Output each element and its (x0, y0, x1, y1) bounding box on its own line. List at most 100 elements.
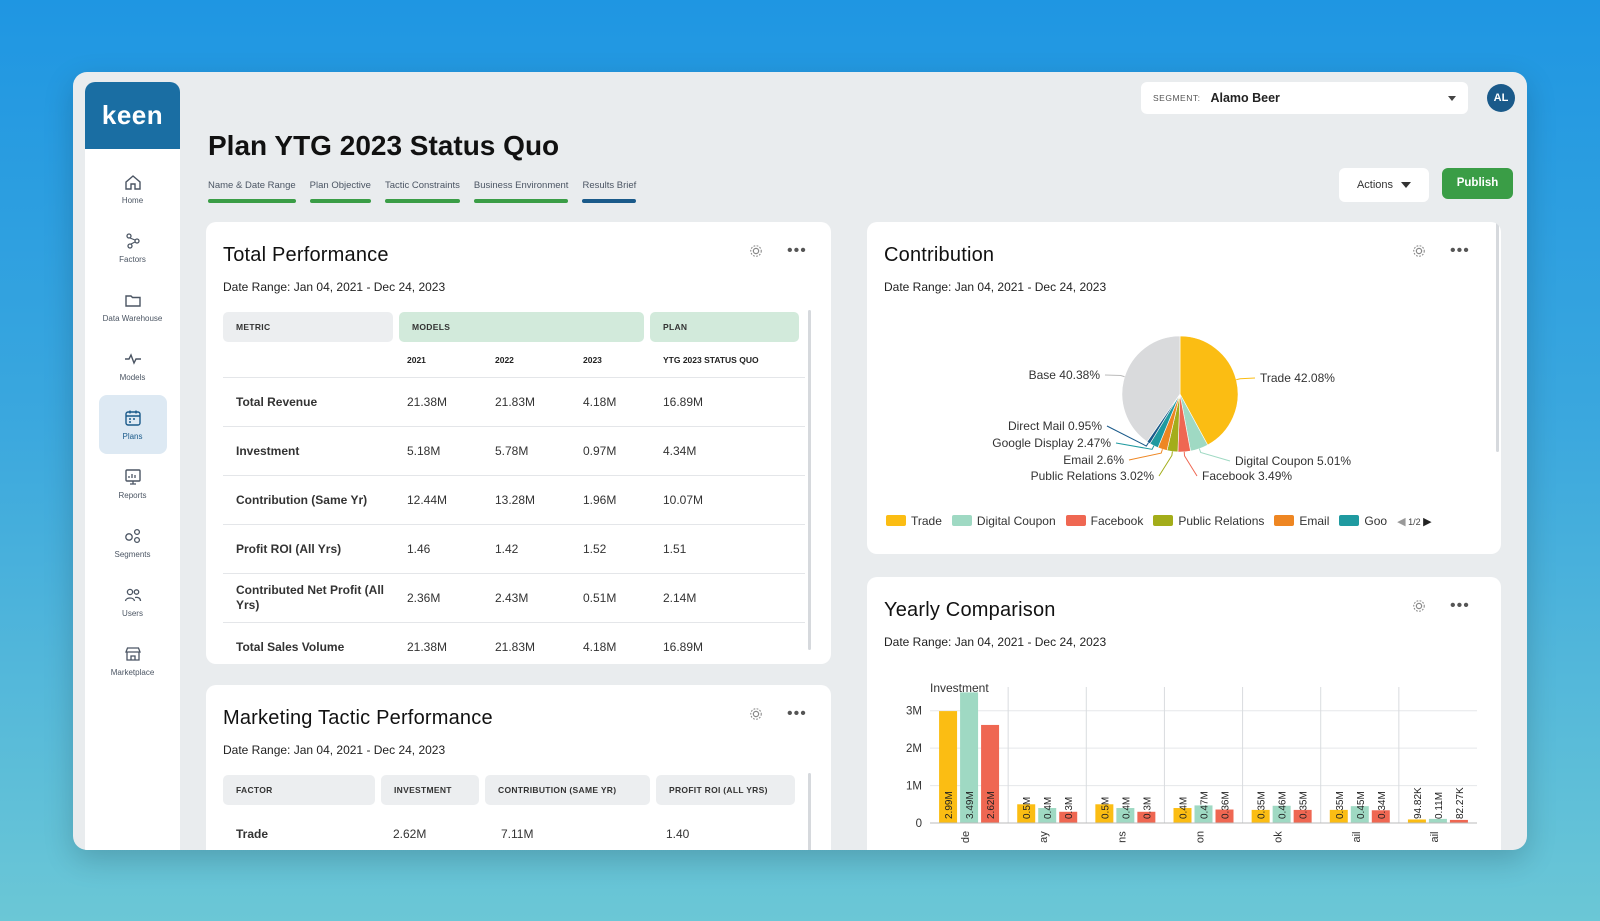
step-tactic-constraints[interactable]: Tactic Constraints (384, 180, 460, 203)
step-plan-objective[interactable]: Plan Objective (309, 180, 371, 203)
sidebar-item-models[interactable]: Models (99, 336, 167, 395)
legend-item[interactable]: Facebook (1065, 514, 1143, 528)
scrollbar[interactable] (1496, 222, 1499, 452)
marketing-tactic-title: Marketing Tactic Performance (223, 707, 493, 729)
prev-page-icon[interactable]: ◀ (1397, 515, 1406, 528)
more-options-icon[interactable]: ••• (787, 242, 807, 259)
step-label: Plan Objective (309, 180, 371, 191)
gear-icon[interactable] (1412, 599, 1426, 613)
report-icon (124, 469, 141, 485)
bar[interactable] (1173, 808, 1192, 823)
bar[interactable] (1095, 804, 1114, 823)
bar[interactable] (1116, 808, 1135, 823)
more-options-icon[interactable]: ••• (1450, 242, 1470, 259)
step-progress-bar (473, 199, 569, 203)
step-name-date-range[interactable]: Name & Date Range (208, 180, 296, 203)
metric-cell: Total Sales Volume (236, 639, 345, 654)
step-business-environment[interactable]: Business Environment (473, 180, 569, 203)
contribution-date-range: Date Range: Jan 04, 2021 - Dec 24, 2023 (884, 280, 1107, 294)
x-tick-label: ail (1351, 831, 1363, 842)
sidebar-item-factors[interactable]: Factors (99, 218, 167, 277)
factor-header: FACTOR (223, 775, 375, 805)
gear-icon[interactable] (749, 244, 763, 258)
legend-page: 1/2 (1408, 516, 1421, 527)
pie-label: Public Relations 3.02% (1031, 469, 1155, 483)
next-page-icon[interactable]: ▶ (1423, 515, 1432, 528)
pie-label: Base 40.38% (1029, 368, 1101, 382)
value-cell: 1.46 (407, 542, 431, 556)
yearly-bar-chart: Investment 0 1M 2M 3M 2.99M 3.49M 2.62M de 0.5M 0.… (906, 681, 1477, 843)
user-avatar[interactable]: AL (1487, 84, 1515, 112)
more-options-icon[interactable]: ••• (787, 705, 807, 722)
sidebar-item-plans[interactable]: Plans (98, 395, 167, 454)
legend-item[interactable]: Digital Coupon (951, 514, 1056, 528)
models-header: MODELS (399, 312, 644, 342)
bar[interactable] (1371, 810, 1390, 823)
bar[interactable] (1407, 819, 1426, 823)
profit-roi-cell: 1.40 (666, 827, 690, 841)
table-row[interactable]: Total Sales Volume 21.38M 21.83M 4.18M 16.89… (223, 623, 805, 654)
bar[interactable] (1194, 805, 1213, 823)
x-tick-label: on (1195, 831, 1207, 843)
table-row[interactable]: Total Revenue 21.38M 21.83M 4.18M 16.89M (223, 378, 805, 427)
bar[interactable] (939, 711, 958, 823)
bar-value-label: 0.3M (1142, 797, 1153, 819)
sidebar-item-segments[interactable]: Segments (99, 513, 167, 572)
segment-select[interactable]: SEGMENT: Alamo Beer (1141, 82, 1468, 114)
contribution-pie-chart: Trade 42.08% Digital Coupon 5.01%Facebook… (992, 335, 1351, 483)
actions-dropdown[interactable]: Actions (1339, 168, 1429, 202)
publish-button[interactable]: Publish (1442, 168, 1513, 199)
bar[interactable] (1293, 809, 1312, 823)
legend-label: Trade (911, 514, 942, 528)
bar-value-label: 0.3M (1064, 797, 1075, 819)
sidebar-item-users[interactable]: Users (99, 572, 167, 631)
bar[interactable] (1449, 819, 1468, 823)
more-options-icon[interactable]: ••• (1450, 597, 1470, 614)
table-row[interactable]: Contributed Net Profit (All Yrs) 2.36M 2.4… (223, 574, 805, 623)
sidebar-item-marketplace[interactable]: Marketplace (99, 631, 167, 690)
scrollbar[interactable] (808, 773, 811, 850)
gear-icon[interactable] (1412, 244, 1426, 258)
pie-label: Digital Coupon 5.01% (1235, 454, 1351, 468)
legend-item[interactable]: Public Relations (1153, 514, 1264, 528)
value-cell: 12.44M (407, 493, 448, 507)
marketing-date-range: Date Range: Jan 04, 2021 - Dec 24, 2023 (223, 743, 446, 757)
step-label: Business Environment (473, 180, 569, 191)
sidebar-item-reports[interactable]: Reports (99, 454, 167, 513)
table-row[interactable]: Profit ROI (All Yrs) 1.46 1.42 1.52 1.51 (223, 525, 805, 574)
sidebar-item-label: Segments (114, 550, 151, 559)
gear-icon[interactable] (749, 707, 763, 721)
sidebar-item-home[interactable]: Home (99, 159, 167, 218)
bar-value-label: 0.36M (1221, 791, 1232, 819)
pie-slice-trade[interactable] (1179, 335, 1239, 446)
scrollbar[interactable] (808, 310, 811, 650)
keen-logo[interactable]: keen (85, 82, 180, 149)
bar[interactable] (1350, 806, 1369, 823)
bar[interactable] (1017, 804, 1036, 823)
pie-label: Email 2.6% (1063, 453, 1124, 467)
table-row[interactable]: Trade 2.62M 7.11M 1.40 (223, 827, 805, 841)
bar[interactable] (1251, 809, 1270, 823)
bar[interactable] (1329, 809, 1348, 823)
pie-leader-line (1158, 451, 1173, 477)
legend-item[interactable]: Goo (1339, 514, 1387, 528)
table-row[interactable]: Contribution (Same Yr) 12.44M 13.28M 1.96M 1… (223, 476, 805, 525)
step-results-brief[interactable]: Results Brief (582, 180, 637, 203)
bar[interactable] (1272, 805, 1291, 823)
sidebar-item-data-warehouse[interactable]: Data Warehouse (99, 277, 167, 336)
bar[interactable] (960, 692, 979, 823)
bar[interactable] (981, 724, 1000, 823)
users-icon (124, 588, 141, 602)
legend-item[interactable]: Trade (886, 514, 942, 528)
bar[interactable] (1038, 808, 1057, 823)
bar[interactable] (1059, 811, 1078, 823)
bar-value-label: 2.99M (944, 791, 955, 819)
table-row[interactable]: Investment 5.18M 5.78M 0.97M 4.34M (223, 427, 805, 476)
bar-value-label: 0.4M (1043, 797, 1054, 819)
bar[interactable] (1137, 811, 1156, 823)
legend-item[interactable]: Email (1274, 514, 1329, 528)
bar-value-label: 82.27K (1455, 787, 1466, 819)
app-window: keen Home Factors Data Warehouse Models Plan… (73, 72, 1527, 850)
bar[interactable] (1428, 818, 1447, 823)
bar[interactable] (1215, 809, 1234, 823)
